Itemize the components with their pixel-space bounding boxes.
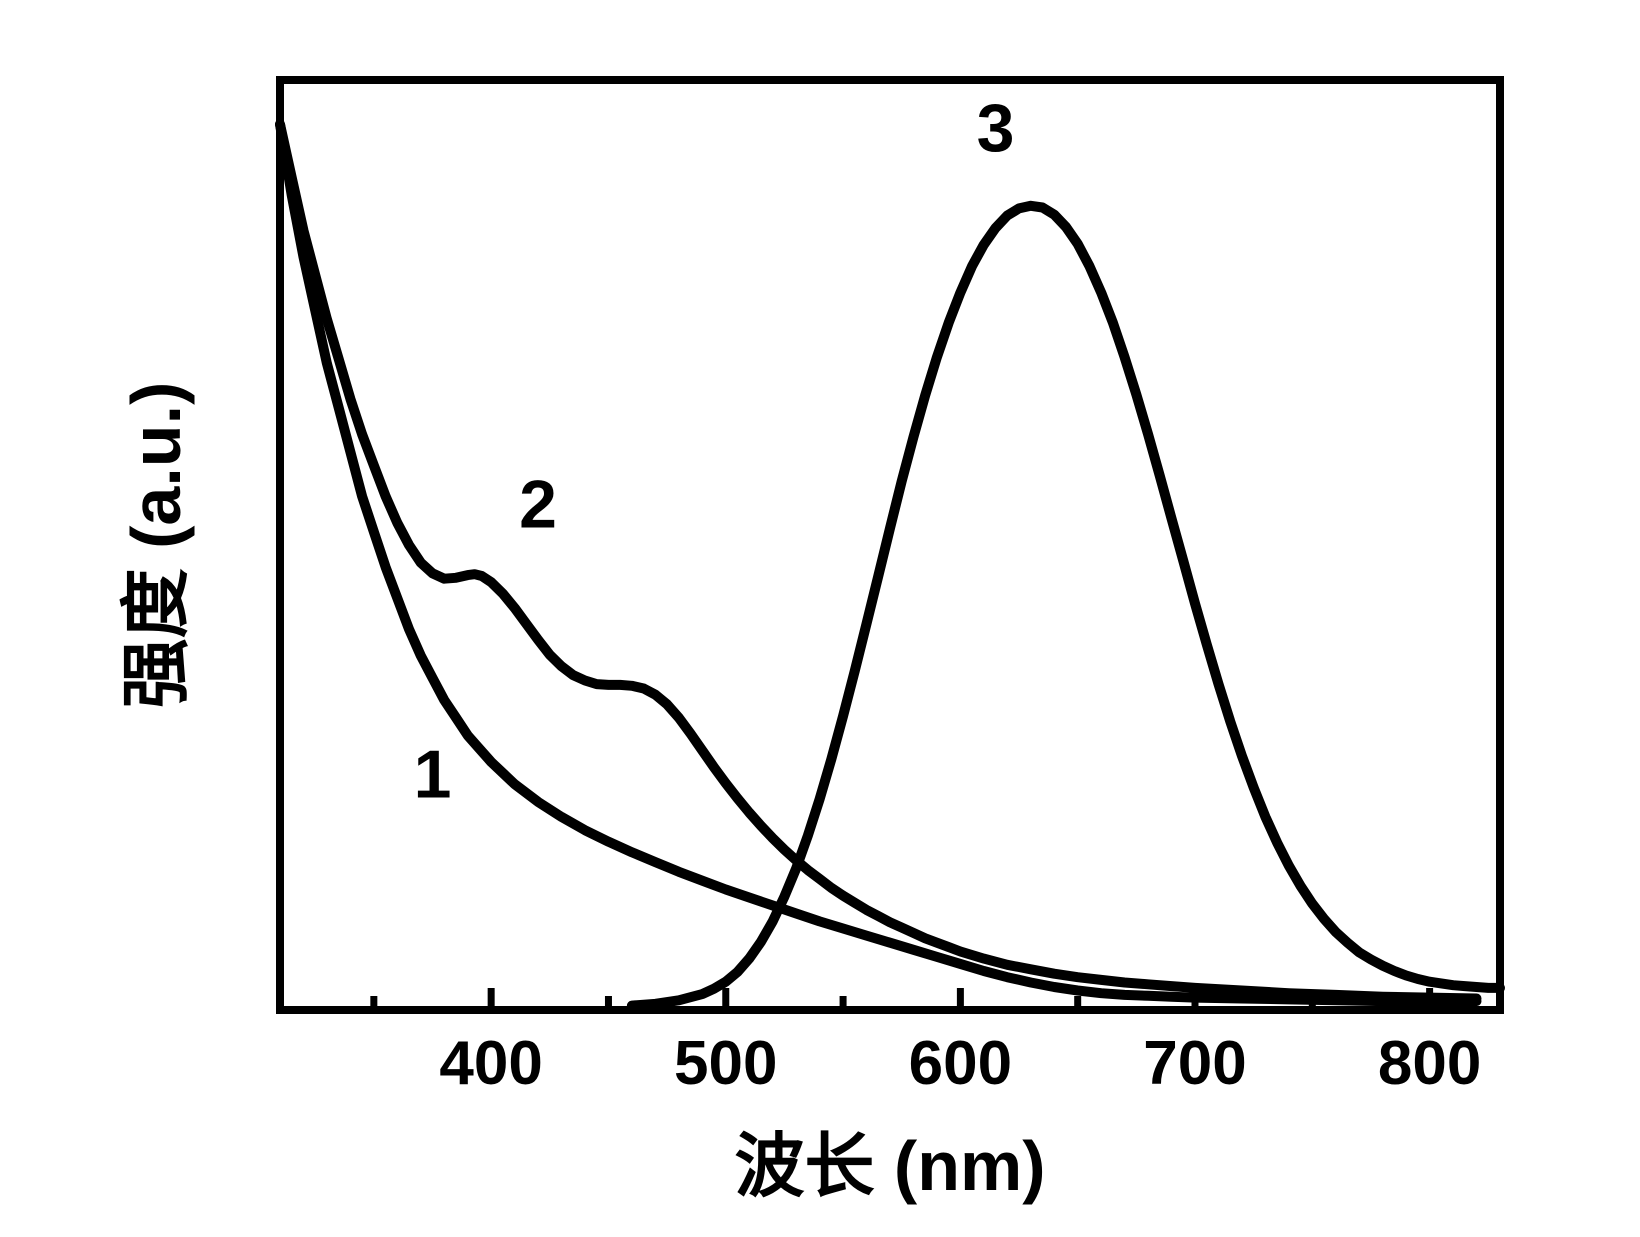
xtick-label: 400: [439, 1029, 542, 1098]
y-axis-label: 强度 (a.u.): [117, 382, 195, 709]
curve-label-2: 2: [519, 466, 557, 542]
xtick-label: 600: [909, 1029, 1012, 1098]
curve-label-1: 1: [414, 736, 452, 812]
curve-label-3: 3: [977, 90, 1015, 166]
xtick-label: 500: [674, 1029, 777, 1098]
x-axis-label: 波长 (nm): [734, 1127, 1045, 1205]
xtick-label: 700: [1143, 1029, 1246, 1098]
chart-svg: 400 500 600 700 800 1 2 3 波长 (nm) 强度 (a.u.): [0, 0, 1640, 1232]
spectrum-chart: 400 500 600 700 800 1 2 3 波长 (nm) 强度 (a.u.): [0, 0, 1640, 1232]
xtick-label: 800: [1378, 1029, 1481, 1098]
